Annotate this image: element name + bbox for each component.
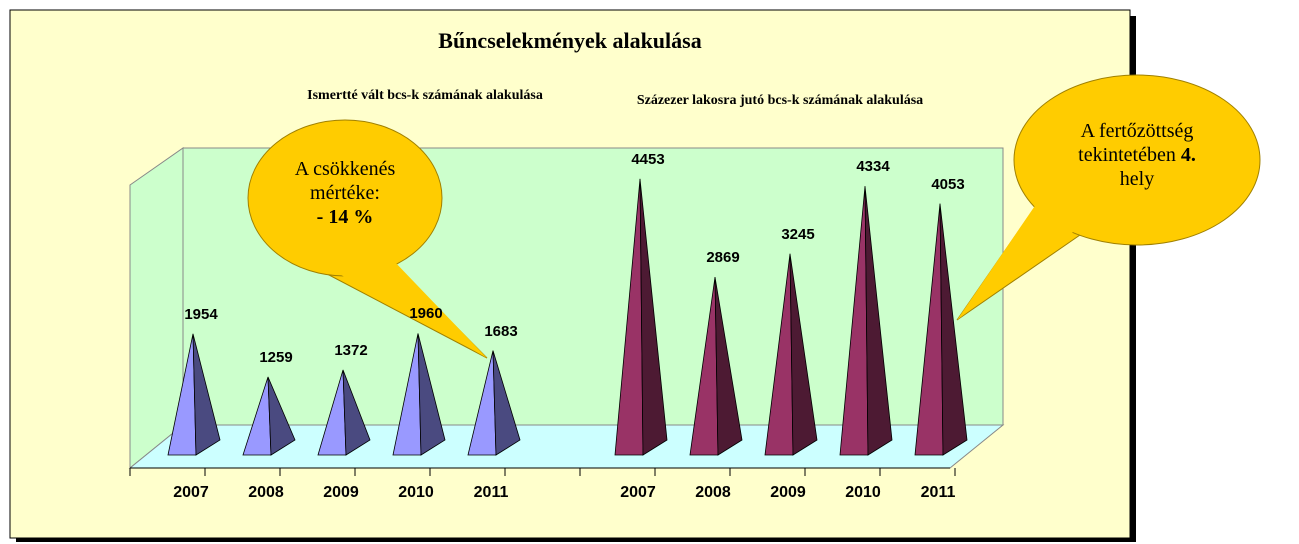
callout-span: 4. xyxy=(1180,144,1196,166)
pyramid-side xyxy=(939,203,968,456)
value-label: 4053 xyxy=(931,175,965,193)
x-tick-label: 2011 xyxy=(473,484,509,501)
chart-title: Bűncselekmények alakulása xyxy=(438,28,702,53)
callout-span: mértéke: xyxy=(310,182,380,204)
callout-text: A csökkenés mértéke: - 14 % xyxy=(295,157,396,229)
value-label: 4453 xyxy=(631,150,665,168)
pyramid-side xyxy=(417,333,446,456)
value-label: 1683 xyxy=(484,322,518,340)
callout xyxy=(1013,74,1261,246)
x-tick-label: 2010 xyxy=(398,484,434,501)
pyramid-side xyxy=(267,376,296,456)
callout-text: A fertőzöttség tekintetében 4. hely xyxy=(1078,119,1196,191)
callout-tail-fill xyxy=(957,194,1077,320)
x-tick-label: 2008 xyxy=(695,484,731,501)
x-tick-label: 2007 xyxy=(173,484,209,501)
value-label: 1372 xyxy=(334,341,368,359)
value-label: 1954 xyxy=(184,305,218,323)
value-label: 1259 xyxy=(259,348,293,366)
x-tick-label: 2009 xyxy=(770,484,806,501)
callout-tail-fill xyxy=(313,259,487,358)
callout-span: hely xyxy=(1119,168,1155,190)
x-tick-label: 2008 xyxy=(248,484,284,501)
x-tick-label: 2011 xyxy=(920,484,956,501)
series-title: Ismertté vált bcs-k számának alakulása xyxy=(307,88,543,103)
value-label: 2869 xyxy=(706,249,740,267)
value-label: 1960 xyxy=(409,305,443,323)
callout-line: tekintetében 4. xyxy=(1078,143,1196,167)
callout-line: - 14 % xyxy=(295,205,396,229)
callout-line: hely xyxy=(1078,167,1196,191)
callout-line: A csökkenés xyxy=(295,157,396,181)
pyramid-side xyxy=(714,277,743,456)
x-tick-label: 2007 xyxy=(620,484,656,501)
x-tick-label: 2009 xyxy=(323,484,359,501)
pyramid-side xyxy=(639,178,668,456)
callout-span: tekintetében xyxy=(1078,144,1181,166)
x-tick-label: 2010 xyxy=(845,484,881,501)
pyramid-side xyxy=(864,186,893,456)
callout-span: - 14 % xyxy=(316,206,374,228)
series-title: Százezer lakosra jutó bcs-k számának ala… xyxy=(636,93,924,108)
pyramid-side xyxy=(192,333,221,456)
value-label: 4334 xyxy=(856,158,890,176)
pyramid-side xyxy=(789,253,818,456)
pyramid-side xyxy=(342,369,371,456)
pyramid-side xyxy=(492,350,521,456)
callout-span: A csökkenés xyxy=(294,158,396,180)
callout-line: A fertőzöttség xyxy=(1078,119,1196,143)
value-label: 3245 xyxy=(781,225,815,243)
callout-span: A fertőzöttség xyxy=(1080,120,1194,142)
callout-line: mértéke: xyxy=(295,181,396,205)
